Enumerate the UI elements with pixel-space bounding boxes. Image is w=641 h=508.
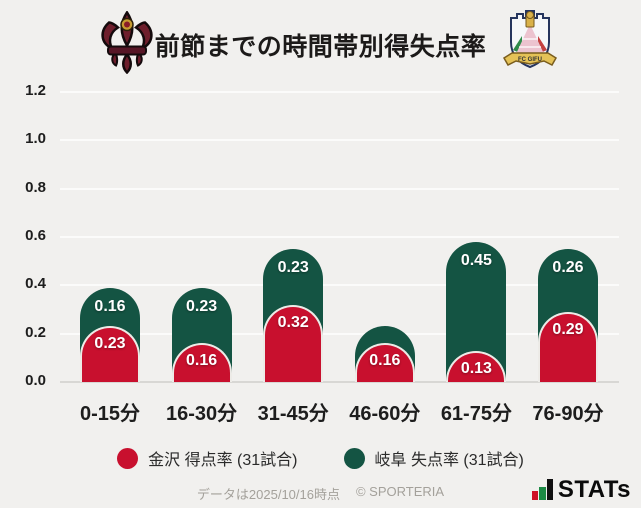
copyright-text: © SPORTERIA [355, 484, 445, 499]
stats-logo: STATs [531, 476, 631, 503]
y-axis-tick: 0.4 [25, 275, 46, 293]
chart-title: 前節までの時間帯別得失点率 [154, 33, 487, 61]
gridline-0.4 [60, 284, 619, 287]
x-axis-label: 16-30分 [166, 403, 238, 425]
legend-label: 金沢 得点率 (31試合) [148, 452, 298, 469]
stats-bar-green [538, 487, 546, 500]
gridline-0.8 [60, 187, 619, 190]
stats-brand-text: STATs [557, 476, 631, 503]
conceded-value-label: 0.26 [552, 259, 584, 277]
conceded-value-label: 0.23 [277, 259, 309, 277]
conceded-value-label: 0.45 [460, 251, 492, 269]
legend-item-1: 岐阜 失点率 (31試合) [343, 446, 524, 470]
legend-item-0: 金沢 得点率 (31試合) [117, 446, 298, 470]
gifu-banner-text: FC GIFU [518, 57, 542, 63]
scored-value-label: 0.29 [552, 320, 584, 338]
data-date-note: データは2025/10/16時点 [196, 487, 340, 502]
scored-value-label: 0.16 [369, 352, 401, 370]
gridline-0.6 [60, 235, 619, 238]
conceded-value-label: 0.16 [94, 297, 126, 315]
x-axis-label: 46-60分 [349, 403, 421, 425]
gifu-crest-logo: FC GIFU [502, 10, 558, 69]
bar-kanazawa-scored [80, 326, 140, 382]
x-axis-label: 61-75分 [440, 403, 512, 425]
stats-bar-red [531, 491, 538, 500]
legend-dot-icon [343, 447, 365, 469]
footer-note-row: データは2025/10/16時点 © SPORTERIA [0, 484, 641, 503]
y-axis-tick: 0.6 [25, 226, 46, 244]
y-axis-tick: 0.8 [25, 178, 46, 196]
bar-kanazawa-scored [171, 343, 232, 382]
scored-value-label: 0.32 [277, 313, 309, 331]
conceded-value-label: 0.23 [186, 297, 218, 315]
y-axis-tick: 0.2 [25, 323, 46, 341]
x-axis-label: 0-15分 [79, 403, 141, 425]
gridline-0.2 [60, 332, 619, 335]
y-axis-tick: 0.0 [25, 372, 46, 389]
bar-kanazawa-scored [354, 343, 415, 382]
legend-dot-icon [117, 447, 139, 469]
legend-label: 岐阜 失点率 (31試合) [374, 452, 524, 469]
stats-bar-black [546, 479, 553, 500]
legend: 金沢 得点率 (31試合) 岐阜 失点率 (31試合) [0, 446, 641, 470]
bar-kanazawa-scored [263, 304, 324, 382]
x-axis-label: 31-45分 [257, 403, 329, 425]
gridline-0.0 [60, 381, 619, 383]
scored-value-label: 0.23 [94, 335, 126, 353]
y-axis-tick: 1.2 [25, 81, 46, 99]
scored-value-label: 0.13 [460, 359, 492, 377]
stats-bars-icon [531, 479, 553, 500]
bar-kanazawa-scored [538, 311, 598, 382]
x-axis-label: 76-90分 [532, 403, 604, 425]
gridline-1.0 [60, 139, 619, 142]
y-axis-tick: 1.0 [25, 130, 46, 148]
kanazawa-crest-logo [101, 11, 153, 74]
scored-value-label: 0.16 [186, 352, 218, 370]
gridline-1.2 [60, 90, 619, 93]
